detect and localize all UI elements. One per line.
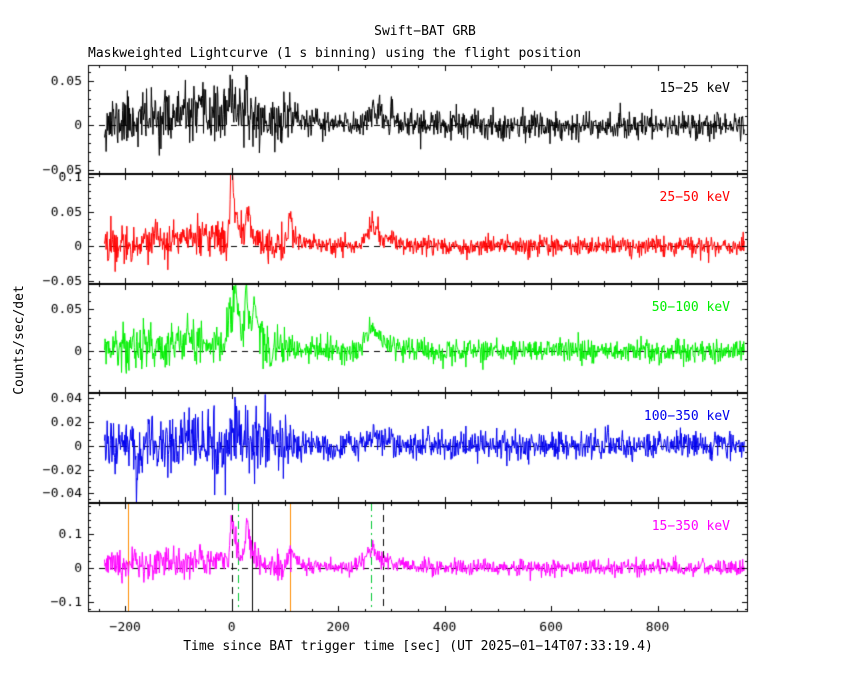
band-label-100-350-kev: 100−350 keV	[643, 409, 730, 424]
y-axis-label: Counts/sec/det	[12, 285, 27, 395]
band-label-25-50-kev: 25−50 keV	[659, 190, 730, 205]
band-label-50-100-kev: 50−100 keV	[651, 300, 730, 315]
chart-subtitle: Maskweighted Lightcurve (1 s binning) us…	[88, 46, 582, 61]
chart-title: Swift−BAT GRB	[374, 24, 476, 39]
x-axis-label: Time since BAT trigger time [sec] (UT 20…	[183, 639, 653, 654]
band-label-15-350-kev: 15−350 keV	[651, 519, 730, 534]
band-label-15-25-kev: 15−25 keV	[659, 81, 730, 96]
